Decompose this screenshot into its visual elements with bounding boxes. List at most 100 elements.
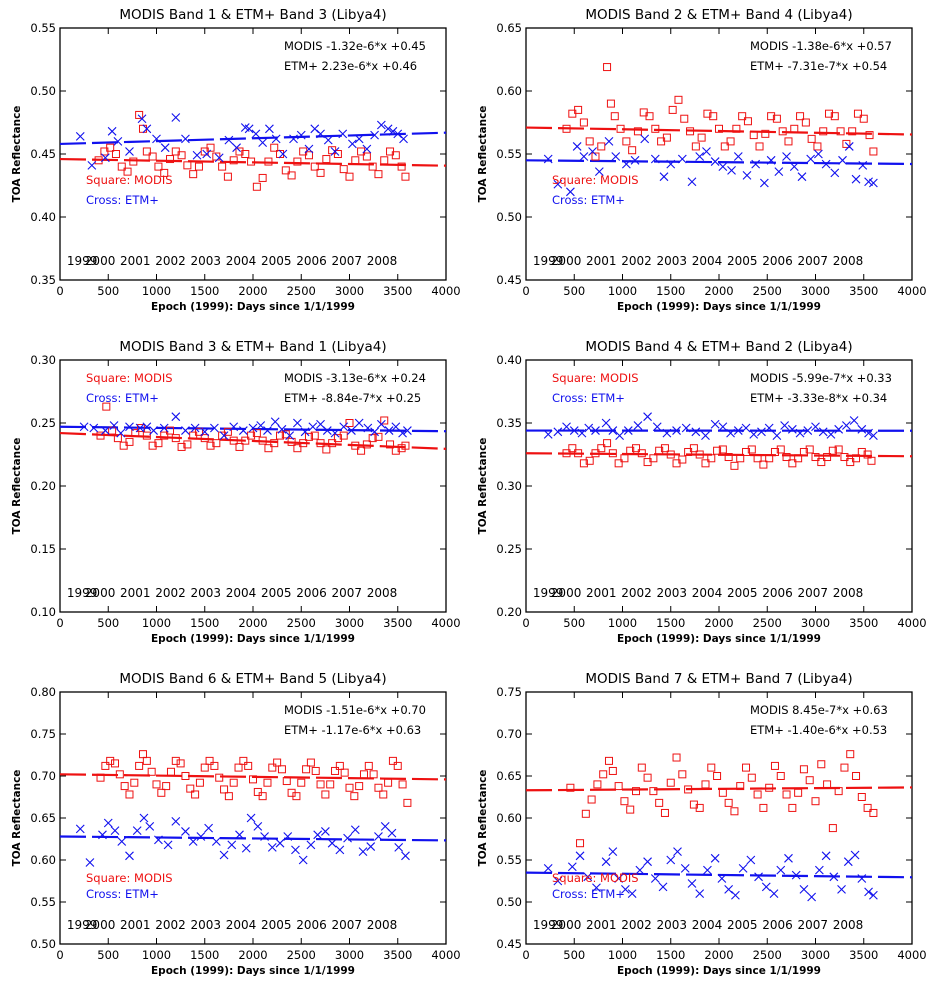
etm-point-stroke [75,131,85,141]
year-label: 1999 [67,586,98,600]
etm-point-stroke [780,421,790,430]
etm-point [569,426,579,435]
modis-point [591,152,600,161]
etm-point-stroke [837,885,846,894]
etm-point [803,426,813,435]
modis-point [655,446,664,455]
y-tick-label: 0.40 [496,353,522,367]
modis-point [205,756,214,765]
year-label: 2006 [296,254,327,268]
chart-panel-3: MODIS Band 3 & ETM+ Band 1 (Libya4) 0 500 1… [11,339,461,645]
y-tick-label: 0.20 [30,479,56,493]
etm-point [572,142,582,151]
modis-point [651,124,660,133]
etm-point-stroke [864,428,873,438]
etm-point [135,423,145,433]
modis-point [672,753,681,762]
x-axis-label: Epoch (1999): Days since 1/1/1999 [617,965,821,977]
etm-point [566,187,575,197]
etm-point [100,153,110,163]
etm-point-stroke [821,159,831,169]
etm-point-stroke [818,427,828,437]
year-label: 2002 [155,254,186,268]
modis-point [724,798,733,807]
etm-point-stroke [608,847,618,856]
y-tick-label: 0.20 [496,605,522,619]
etm-point-stroke [702,147,711,156]
etm-point [797,172,807,182]
etm-point-stroke [553,427,563,437]
y-axis-label: TOA Reflectance [477,106,489,203]
modis-point [401,441,410,450]
etm-point [710,419,720,429]
etm-point [190,423,200,433]
etm-point-stroke [710,419,720,429]
modis-point [649,454,658,463]
modis-point [686,127,695,136]
x-tick-label: 1000 [608,284,637,298]
etm-point [149,426,158,435]
etm-fit-equation: ETM+ -3.33e-8*x +0.34 [750,391,887,405]
modis-point [268,763,277,772]
etm-point [75,824,85,834]
x-tick-label: 500 [97,948,119,962]
year-label: 2000 [551,918,582,932]
etm-point [362,144,372,154]
modis-point [585,456,594,465]
x-tick-label: 2000 [238,948,267,962]
modis-point [668,105,677,114]
modis-point [239,756,248,765]
modis-point [183,161,192,170]
modis-point [695,803,704,812]
etm-point [857,424,867,434]
modis-point [707,454,716,463]
modis-point [684,785,693,794]
etm-point [681,423,691,433]
etm-point [219,850,229,860]
modis-point [720,142,729,151]
x-tick-label: 4000 [897,616,926,630]
modis-point [772,114,781,123]
etm-point-stroke [718,162,728,171]
etm-point-stroke [630,155,640,165]
modis-point [270,143,279,152]
etm-point [601,857,611,867]
modis-point [321,790,330,799]
etm-point [864,428,873,438]
etm-point-stroke [727,165,736,175]
etm-point [633,421,643,430]
modis-point [359,770,368,779]
etm-point-stroke [310,124,320,134]
year-label: 2001 [586,254,617,268]
etm-point-stroke [403,426,412,435]
modis-point [869,808,878,817]
x-tick-label: 1000 [142,284,171,298]
x-tick-label: 2500 [287,948,316,962]
modis-point [287,437,296,446]
etm-point [799,885,809,894]
etm-point [253,822,263,831]
modis-point [264,157,273,166]
etm-point-stroke [774,167,784,177]
etm-point-stroke [289,134,298,144]
etm-point-stroke [296,130,306,140]
year-label: 2004 [226,918,257,932]
etm-point [214,153,224,163]
etm-point [718,162,728,171]
etm-point-stroke [650,874,660,883]
etm-point-stroke [181,827,190,836]
modis-point [761,129,770,138]
etm-point-stroke [308,422,318,432]
etm-point-stroke [387,828,397,838]
modis-point [384,778,393,787]
modis-point [562,449,571,458]
etm-point [246,813,256,823]
modis-point [328,439,337,448]
etm-point-stroke [738,864,748,873]
x-tick-label: 2500 [753,284,782,298]
etm-point-stroke [806,154,816,164]
year-label: 2002 [621,918,652,932]
etm-point-stroke [391,422,401,432]
modis-point [176,759,185,768]
etm-point-stroke [761,882,771,892]
